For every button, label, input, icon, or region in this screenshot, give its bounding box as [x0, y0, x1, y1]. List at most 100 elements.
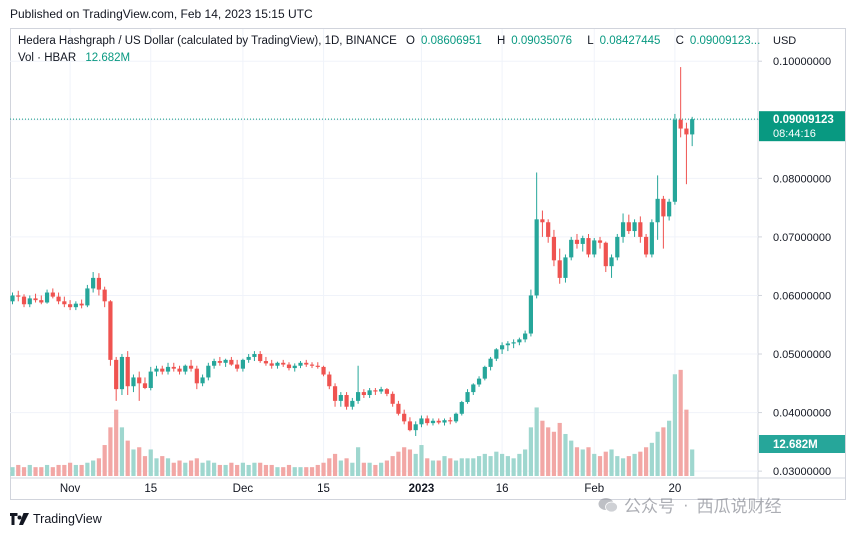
volume-bar	[188, 460, 194, 476]
candle-body	[638, 222, 643, 237]
volume-bar	[413, 453, 418, 476]
volume-bar	[500, 453, 505, 476]
candle-body	[281, 362, 286, 365]
legend-volume-value: 12.682M	[85, 52, 131, 64]
candle-body	[206, 365, 211, 378]
volume-bar	[269, 464, 274, 476]
volume-bar	[252, 462, 257, 476]
candle-body	[142, 383, 148, 388]
legend-close-label: C	[675, 35, 684, 47]
volume-bar	[402, 447, 407, 476]
volume-bar	[649, 442, 654, 476]
tradingview-logo-icon	[10, 513, 29, 525]
volume-bar	[73, 464, 78, 476]
volume-bar	[258, 462, 263, 476]
volume-bar	[471, 458, 476, 476]
last-price-value: 0.09009123	[773, 114, 834, 126]
volume-bar	[523, 449, 528, 476]
volume-bar	[281, 467, 286, 476]
volume-bar	[44, 464, 50, 476]
price-tick-label: 0.04000000	[773, 408, 831, 420]
candle-body	[615, 236, 620, 258]
candle-body	[597, 240, 603, 243]
volume-bar	[16, 464, 21, 476]
volume-bar	[430, 460, 436, 476]
price-tick-label: 0.07000000	[773, 232, 831, 244]
candle-body	[678, 119, 683, 129]
volume-bar	[27, 464, 32, 476]
volume-bar	[171, 462, 176, 476]
candle-body	[44, 292, 50, 303]
candle-body	[505, 343, 510, 346]
volume-bar	[407, 449, 413, 476]
candle-body	[511, 342, 516, 344]
volume-bar	[56, 464, 61, 476]
volume-bar	[609, 449, 614, 476]
time-tick-label: 20	[669, 483, 682, 495]
candle-body	[684, 128, 689, 135]
candle-body	[56, 296, 61, 302]
volume-bar	[321, 462, 326, 476]
candle-body	[165, 366, 171, 372]
volume-bar	[534, 407, 539, 476]
volume-bar	[494, 451, 499, 476]
time-tick-label: 2023	[409, 483, 435, 495]
candle-body	[85, 288, 90, 306]
candle-body	[212, 361, 217, 366]
volume-bar	[229, 462, 234, 476]
candle-body	[603, 242, 608, 267]
candle-body	[649, 222, 654, 255]
candle-body	[402, 413, 407, 422]
volume-bar	[638, 451, 643, 476]
volume-bar	[62, 464, 67, 476]
candle-body	[154, 368, 159, 372]
legend-volume-row: Vol · HBAR 12.682M	[18, 52, 772, 64]
candle-body	[137, 377, 142, 384]
price-tick-label: 0.10000000	[773, 56, 831, 68]
candle-body	[407, 421, 413, 431]
countdown-value: 08:44:16	[773, 128, 816, 140]
candle-body	[528, 295, 533, 334]
candle-body	[488, 358, 493, 367]
candle-body	[79, 303, 84, 306]
volume-bar	[690, 449, 695, 476]
price-tick-label: 0.05000000	[773, 349, 831, 361]
volume-bar	[592, 453, 597, 476]
volume-bar	[85, 462, 90, 476]
candle-body	[419, 418, 424, 425]
volume-bar	[79, 464, 84, 476]
legend-high-label: H	[496, 35, 506, 47]
volume-bar	[655, 431, 660, 476]
candle-body	[632, 222, 637, 232]
candle-body	[546, 222, 551, 237]
volume-bar	[574, 447, 580, 476]
candle-body	[160, 368, 165, 372]
volume-bar	[551, 431, 557, 476]
candle-body	[275, 362, 280, 366]
volume-bar	[142, 456, 148, 476]
candle-body	[298, 362, 303, 366]
volume-bar	[50, 467, 55, 476]
tradingview-footer[interactable]: TradingView	[10, 512, 102, 526]
candle-body	[27, 298, 32, 305]
chart-legend: Hedera Hashgraph / US Dollar (calculated…	[18, 35, 772, 64]
volume-bar	[194, 458, 199, 476]
volume-bar	[390, 456, 395, 476]
volume-bar	[379, 462, 384, 476]
candle-body	[96, 277, 101, 290]
candle-body	[252, 354, 257, 357]
candle-body	[338, 395, 343, 401]
candle-body	[390, 393, 395, 404]
volume-bar	[68, 462, 73, 476]
volume-bar	[580, 449, 585, 476]
volume-bar	[620, 458, 626, 476]
watermark-right: 西瓜说财经	[696, 497, 782, 516]
legend-low-label: L	[587, 35, 594, 47]
volume-bar	[21, 467, 27, 476]
volume-bar	[644, 447, 649, 476]
candle-body	[125, 356, 130, 387]
volume-bar	[569, 440, 574, 476]
time-tick-label: Feb	[584, 483, 604, 495]
candle-body	[68, 304, 73, 308]
